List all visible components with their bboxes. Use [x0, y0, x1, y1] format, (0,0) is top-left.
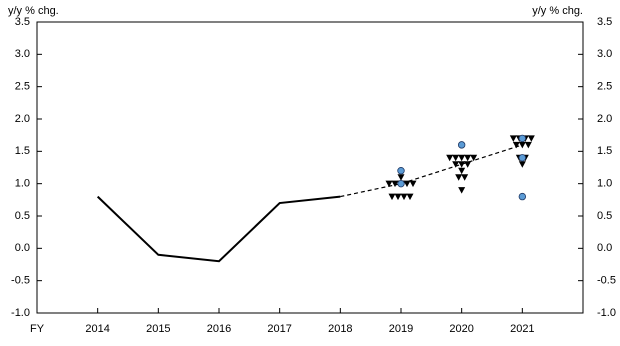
- x-tick-label: 2015: [146, 323, 170, 335]
- line: [96, 195, 341, 263]
- forecast-marker: [452, 154, 460, 162]
- forecast-marker: [518, 161, 526, 168]
- forecast-marker: [394, 193, 402, 201]
- forecast-marker: [458, 161, 466, 168]
- line: [340, 144, 523, 198]
- y2-tick-label: -0.5: [597, 275, 616, 287]
- forecast-marker: [391, 180, 399, 188]
- y-tick-label: 2.0: [15, 113, 30, 125]
- forecast-dot: [518, 192, 527, 201]
- y-axis-label: y/y % chg.: [8, 5, 59, 17]
- forecast-marker: [385, 180, 393, 188]
- forecast-dot: [518, 134, 527, 143]
- forecast-marker: [464, 161, 472, 168]
- x-tick-label: 2018: [328, 323, 352, 335]
- forecast-marker: [455, 174, 463, 181]
- y2-tick-label: 3.5: [597, 16, 612, 28]
- forecast-marker: [524, 141, 532, 149]
- forecast-marker: [403, 180, 411, 188]
- forecast-dot: [397, 179, 405, 188]
- y-tick-label: -1.0: [11, 307, 30, 319]
- forecast-marker: [409, 180, 417, 188]
- forecast-marker: [527, 135, 535, 142]
- x-tick-label: 2016: [207, 323, 231, 335]
- y2-tick-label: -1.0: [597, 307, 616, 319]
- forecast-marker: [461, 174, 469, 181]
- y2-tick-label: 3.0: [597, 48, 612, 60]
- y2-tick-label: 1.5: [597, 145, 612, 157]
- y-tick-label: -0.5: [11, 275, 30, 287]
- forecast-dot: [518, 154, 527, 162]
- forecast-marker: [388, 193, 396, 201]
- forecast-marker: [518, 141, 526, 149]
- y-tick-label: 2.5: [15, 81, 30, 93]
- forecast-dot: [397, 167, 405, 175]
- x-tick-label: 2017: [267, 323, 291, 335]
- y2-tick-label: 2.5: [597, 81, 612, 93]
- forecast-marker: [509, 135, 517, 142]
- forecast-marker: [400, 193, 408, 201]
- y-tick-label: 3.0: [15, 48, 30, 60]
- plot-frame: [36, 21, 584, 314]
- forecast-dot: [457, 141, 466, 149]
- x-tick-label: 2021: [510, 323, 534, 335]
- forecast-marker: [397, 174, 405, 181]
- y2-tick-label: 2.0: [597, 113, 612, 125]
- y-tick-label: 1.0: [15, 178, 30, 190]
- forecast-marker: [446, 154, 454, 162]
- forecast-marker: [464, 154, 472, 162]
- forecast-marker: [512, 141, 520, 149]
- x-tick-label: 2020: [449, 323, 473, 335]
- x-tick-label: 2019: [389, 323, 413, 335]
- forecast-marker: [470, 154, 478, 162]
- y2-tick-label: 1.0: [597, 178, 612, 190]
- forecast-marker: [458, 167, 466, 175]
- y-tick-label: 0.5: [15, 210, 30, 222]
- x-tick-label: 2014: [85, 323, 109, 335]
- forecast-marker: [458, 187, 466, 194]
- y2-tick-label: 0.5: [597, 210, 612, 222]
- y-tick-label: 0.0: [15, 242, 30, 254]
- forecast-marker: [458, 154, 466, 162]
- forecast-marker: [452, 161, 460, 168]
- y2-tick-label: 0.0: [597, 242, 612, 254]
- y2-axis-label: y/y % chg.: [532, 5, 583, 17]
- x-tick-label: FY: [30, 323, 45, 335]
- forecast-marker: [406, 193, 414, 201]
- y-tick-label: 3.5: [15, 16, 30, 28]
- y-tick-label: 1.5: [15, 145, 30, 157]
